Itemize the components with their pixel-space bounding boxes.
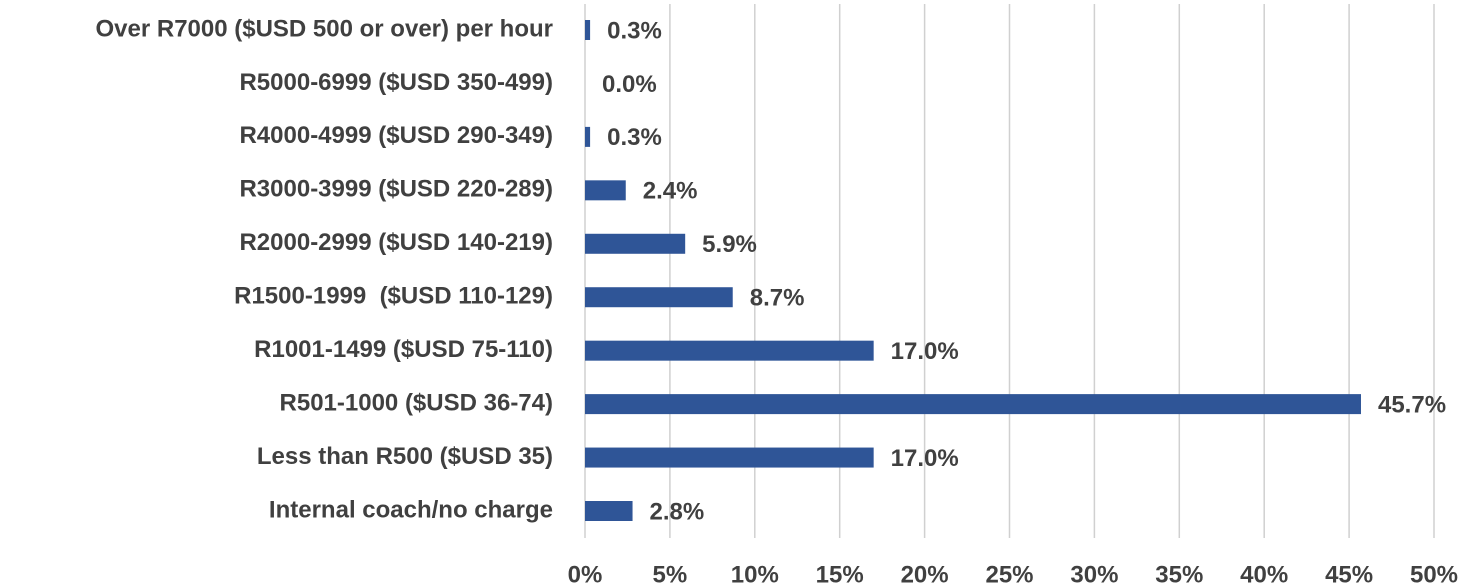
x-tick-label: 45% bbox=[1325, 561, 1373, 586]
data-label: 17.0% bbox=[891, 338, 959, 365]
bar bbox=[585, 20, 591, 40]
y-tick-label: R4000-4999 ($USD 290-349) bbox=[239, 122, 553, 149]
bar bbox=[585, 394, 1361, 415]
bar bbox=[585, 340, 874, 361]
y-tick-label: R3000-3999 ($USD 220-289) bbox=[239, 176, 553, 203]
y-tick-label: Internal coach/no charge bbox=[269, 496, 553, 523]
data-label: 2.4% bbox=[643, 178, 698, 205]
data-label: 2.8% bbox=[650, 498, 705, 525]
bar bbox=[585, 287, 733, 308]
y-tick-label: R5000-6999 ($USD 350-499) bbox=[239, 69, 553, 96]
data-label: 45.7% bbox=[1378, 391, 1446, 418]
data-label: 0.3% bbox=[607, 17, 662, 44]
data-label: 8.7% bbox=[750, 285, 805, 312]
x-tick-label: 5% bbox=[653, 561, 688, 586]
bar bbox=[585, 233, 686, 254]
data-label: 5.9% bbox=[702, 231, 757, 258]
bar bbox=[585, 447, 874, 468]
data-label: 0.0% bbox=[602, 71, 657, 98]
x-tick-label: 10% bbox=[731, 561, 779, 586]
y-tick-label: R2000-2999 ($USD 140-219) bbox=[239, 229, 553, 256]
y-tick-label: Over R7000 ($USD 500 or over) per hour bbox=[95, 15, 553, 42]
bar bbox=[585, 126, 591, 147]
x-tick-label: 0% bbox=[568, 561, 603, 586]
x-tick-label: 15% bbox=[816, 561, 864, 586]
y-tick-label: R1500-1999 ($USD 110-129) bbox=[234, 283, 553, 310]
data-label: 0.3% bbox=[607, 124, 662, 151]
data-label: 17.0% bbox=[891, 445, 959, 472]
y-tick-label: Less than R500 ($USD 35) bbox=[257, 443, 553, 470]
x-tick-label: 35% bbox=[1155, 561, 1203, 586]
y-tick-label: R501-1000 ($USD 36-74) bbox=[280, 389, 553, 416]
bar bbox=[585, 501, 633, 521]
x-tick-label: 40% bbox=[1240, 561, 1288, 586]
x-tick-label: 50% bbox=[1410, 561, 1458, 586]
y-tick-label: R1001-1499 ($USD 75-110) bbox=[254, 336, 553, 363]
x-tick-label: 25% bbox=[985, 561, 1033, 586]
x-tick-label: 30% bbox=[1070, 561, 1118, 586]
x-tick-label: 20% bbox=[901, 561, 949, 586]
bar bbox=[585, 180, 626, 201]
